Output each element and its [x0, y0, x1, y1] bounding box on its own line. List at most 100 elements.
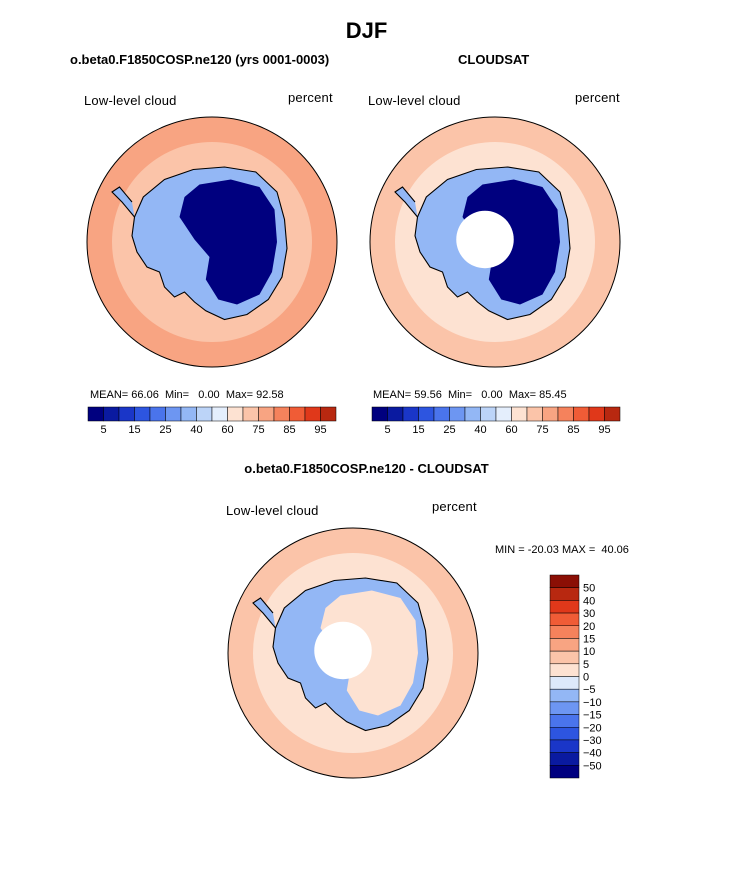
- colorbar-tick-label: 40: [583, 595, 595, 607]
- colorbar-swatch: [304, 406, 321, 422]
- colorbar-tick-label: 0: [583, 672, 589, 684]
- panel2-stats: MEAN= 59.56 Min= 0.00 Max= 85.45: [373, 389, 567, 401]
- colorbar-swatch: [549, 688, 580, 703]
- colorbar-swatch: [227, 406, 244, 422]
- colorbar-swatch: [402, 406, 419, 422]
- colorbar-swatch: [149, 406, 166, 422]
- panel1-max-label: Max=: [225, 389, 254, 401]
- panel3-units-label: percent: [432, 499, 477, 514]
- colorbar-tick-label: 60: [505, 424, 517, 436]
- colorbar-swatch: [449, 406, 466, 422]
- colorbar-swatch: [549, 765, 580, 779]
- panel1-left-label: Low-level cloud: [84, 93, 177, 108]
- colorbar-swatch: [549, 574, 580, 588]
- colorbar-swatch: [549, 739, 580, 753]
- map-boundary: [369, 116, 621, 368]
- colorbar-tick-label: 5: [384, 424, 390, 436]
- colorbar-tick-label: 60: [221, 424, 233, 436]
- missing-data-hole: [456, 210, 514, 269]
- peninsula-coastline: [394, 186, 418, 218]
- colorbar-swatch: [549, 676, 580, 690]
- colorbar-tick-label: 5: [583, 659, 589, 671]
- panel1-colorbar: 5 15 25 40 60 75 85 95: [87, 406, 337, 436]
- colorbar-tick-label: 15: [412, 424, 424, 436]
- colorbar-swatch: [557, 406, 574, 422]
- peninsula-coastline: [111, 186, 135, 218]
- colorbar-swatch: [289, 406, 306, 422]
- colorbar-tick-label: −50: [583, 760, 602, 772]
- map-boundary: [227, 527, 479, 779]
- colorbar-swatch: [273, 406, 290, 422]
- panel2-min-value: 0.00: [481, 389, 503, 401]
- colorbar-swatch: [87, 406, 104, 422]
- colorbar-swatch: [588, 406, 605, 422]
- colorbar-swatch: [549, 714, 580, 728]
- colorbar-tick-label: 85: [283, 424, 295, 436]
- colorbar-swatch: [180, 406, 197, 422]
- peninsula-coastline: [252, 597, 276, 629]
- colorbar-tick-label: −15: [583, 710, 602, 722]
- colorbar-tick-label: −20: [583, 722, 602, 734]
- colorbar-tick-label: 25: [443, 424, 455, 436]
- colorbar-tick-label: 30: [583, 608, 595, 620]
- panel2-max-label: Max=: [508, 389, 537, 401]
- colorbar-swatch: [549, 600, 580, 614]
- colorbar-tick-label: 15: [583, 633, 595, 645]
- colorbar-swatch: [573, 406, 590, 422]
- panel2-polar-map: [369, 116, 621, 368]
- panel2-mean-value: 59.56: [414, 389, 442, 401]
- colorbar-tick-label: −40: [583, 748, 602, 760]
- colorbar-swatch: [549, 752, 580, 766]
- colorbar-tick-label: −5: [583, 684, 596, 696]
- colorbar-swatch: [549, 587, 580, 601]
- panel2-units-label: percent: [575, 90, 620, 105]
- colorbar-tick-label: 75: [536, 424, 548, 436]
- panel2-colorbar: 5 15 25 40 60 75 85 95: [371, 406, 621, 436]
- colorbar-tick-label: 40: [190, 424, 202, 436]
- panel2-left-label: Low-level cloud: [368, 93, 461, 108]
- colorbar-swatch: [165, 406, 182, 422]
- panel3-polar-map: [227, 527, 479, 779]
- colorbar-tick-label: 95: [598, 424, 610, 436]
- panel3-title: o.beta0.F1850COSP.ne120 - CLOUDSAT: [244, 461, 489, 476]
- colorbar-tick-label: −10: [583, 697, 602, 709]
- missing-data-hole: [314, 621, 372, 680]
- antarctica-coastline: [272, 577, 429, 732]
- panel1-units-label: percent: [288, 90, 333, 105]
- colorbar-swatch: [549, 701, 580, 715]
- colorbar-tick-label: 75: [252, 424, 264, 436]
- colorbar-swatch: [320, 406, 337, 422]
- colorbar-swatch: [495, 406, 512, 422]
- panel2-title: CLOUDSAT: [458, 52, 530, 67]
- colorbar-swatch: [549, 663, 580, 677]
- colorbar-swatch: [511, 406, 528, 422]
- panel1-polar-map: [86, 116, 338, 368]
- panel2-min-label: Min=: [447, 389, 473, 401]
- colorbar-tick-label: 5: [100, 424, 106, 436]
- colorbar-tick-label: 25: [159, 424, 171, 436]
- colorbar-swatch: [549, 650, 580, 665]
- colorbar-swatch: [433, 406, 450, 422]
- plateau-field: [179, 179, 277, 305]
- panel3-stats: MIN = -20.03 MAX = 40.06: [495, 544, 629, 556]
- antarctica-coastline: [131, 166, 288, 321]
- panel2-max-value: 85.45: [539, 389, 567, 401]
- colorbar-swatch: [196, 406, 213, 422]
- colorbar-swatch: [371, 406, 388, 422]
- colorbar-tick-label: 50: [583, 583, 595, 595]
- colorbar-swatch: [118, 406, 135, 422]
- colorbar-swatch: [549, 625, 580, 639]
- colorbar-tick-label: 10: [583, 646, 595, 658]
- panel1-min-label: Min=: [164, 389, 190, 401]
- colorbar-swatch: [549, 638, 580, 652]
- colorbar-swatch: [418, 406, 435, 422]
- colorbar-tick-label: 20: [583, 621, 595, 633]
- colorbar-swatch: [464, 406, 481, 422]
- colorbar-swatch: [526, 406, 543, 422]
- panel1-stats: MEAN= 66.06 Min= 0.00 Max= 92.58: [90, 389, 284, 401]
- colorbar-tick-label: 85: [567, 424, 579, 436]
- colorbar-swatch: [242, 406, 259, 422]
- colorbar-tick-label: 40: [474, 424, 486, 436]
- panel1-max-value: 92.58: [256, 389, 284, 401]
